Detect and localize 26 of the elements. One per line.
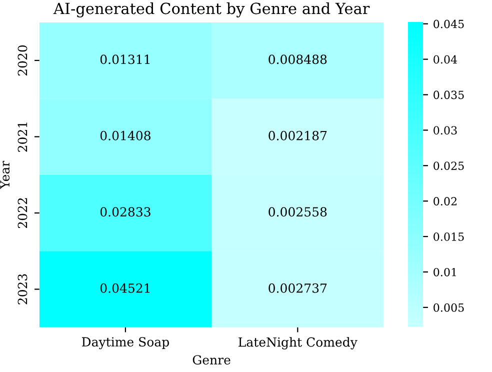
y-tick-label: 2020 — [18, 45, 28, 76]
data-label: 0.008488 — [268, 54, 327, 64]
color-bar-label: 0.015 — [434, 232, 464, 241]
y-axis-title: Year — [0, 160, 10, 189]
y-tick-label: 2021 — [18, 122, 28, 152]
color-bar-label: 0.045 — [434, 20, 464, 28]
data-label: 0.02833 — [100, 207, 150, 217]
x-tick-label: LateNight Comedy — [238, 337, 358, 350]
color-bar-label: 0.03 — [434, 126, 457, 135]
data-label: 0.01311 — [100, 54, 150, 64]
color-bar-label: 0.04 — [434, 55, 458, 64]
x-tick-label: Daytime Soap — [82, 337, 169, 350]
color-bar-label: 0.035 — [434, 90, 464, 100]
color-bar-label: 0.005 — [434, 303, 464, 312]
chart-title: AI-generated Content by Genre and Year — [53, 2, 370, 18]
color-bar-label: 0.02 — [434, 197, 456, 206]
data-label: 0.002558 — [268, 207, 327, 217]
data-label: 0.002737 — [268, 283, 327, 293]
data-label: 0.002187 — [268, 130, 327, 140]
data-label: 0.01408 — [100, 130, 150, 140]
y-tick-label: 2022 — [18, 198, 28, 228]
data-label: 0.04521 — [100, 283, 150, 293]
color-bar-label: 0.025 — [434, 162, 464, 170]
color-bar-label: 0.01 — [434, 268, 456, 276]
y-tick-label: 2023 — [18, 274, 28, 304]
x-axis-title: Genre — [192, 355, 230, 365]
